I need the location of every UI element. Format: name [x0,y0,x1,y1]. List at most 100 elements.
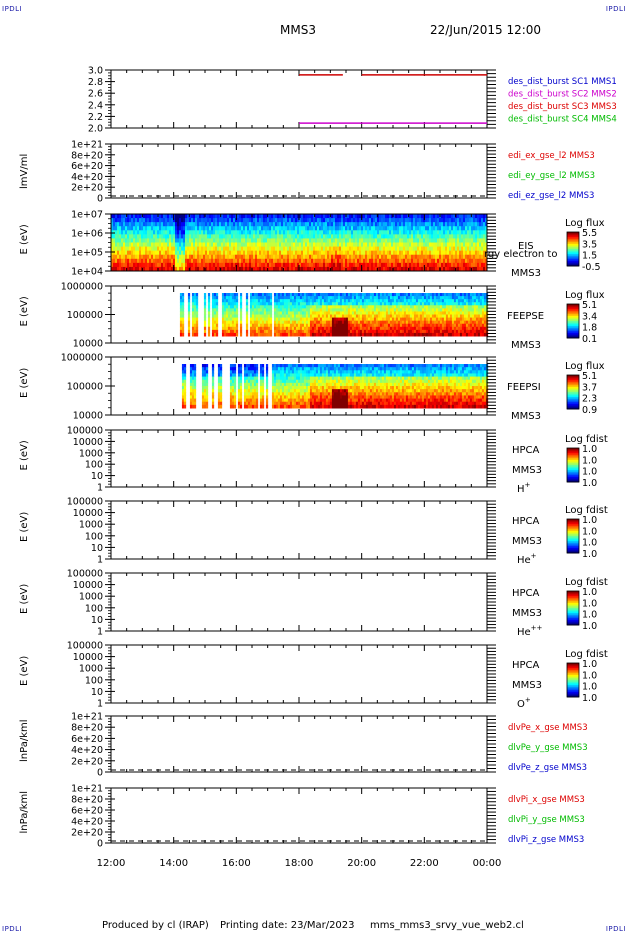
eis-spectrogram-cell [279,262,282,268]
feepse-spectrogram-cell [249,332,253,337]
feepse-spectrogram-cell [459,308,463,312]
feepse-spectrogram-cell [345,305,349,309]
eis-spectrogram-cell [129,262,132,268]
eis-spectrogram-cell [359,218,362,223]
eis-spectrogram-cell [149,258,152,264]
eis-spectrogram-cell [113,262,116,268]
eis-spectrogram-cell [255,234,258,239]
eis-spectrogram-cell [213,234,216,239]
eis-spectrogram-cell [267,262,270,268]
eis-spectrogram-cell [357,238,360,243]
feepse-spectrogram-cell [335,293,339,297]
feepse-spectrogram-cell [329,332,333,337]
eis-spectrogram-cell [271,214,274,219]
eis-spectrogram-cell [443,214,446,219]
feepse-spectrogram-cell [409,326,413,331]
eis-spectrogram-cell [203,218,206,223]
feepse-spectrogram-cell [327,332,331,337]
feepse-spectrogram-cell [467,320,471,325]
feepse-spectrogram-cell [277,311,281,315]
eis-spectrogram-cell [295,222,298,227]
feepse-spectrogram-cell [239,317,243,322]
eis-spectrogram-cell [303,238,306,243]
eis-spectrogram-cell [141,262,144,268]
eis-spectrogram-cell [449,238,452,243]
feepse-spectrogram-cell [321,332,325,337]
feepse-spectrogram-cell [325,308,329,312]
eis-spectrogram-cell [383,234,386,239]
eis-spectrogram-cell [153,250,156,256]
feepse-spectrogram-cell [363,326,367,331]
feepse-spectrogram-cell [391,293,395,297]
feepse-spectrogram-cell [341,320,345,325]
eis-spectrogram-cell [317,238,320,243]
feepse-spectrogram-cell [207,314,211,319]
eis-spectrogram-cell [455,238,458,243]
eis-spectrogram-cell [169,226,172,231]
eis-spectrogram-cell [289,250,292,256]
eis-spectrogram-cell [353,242,356,248]
eis-spectrogram-cell [379,242,382,248]
eis-spectrogram-cell [137,258,140,264]
eis-spectrogram-cell [129,214,132,219]
eis-spectrogram-cell [131,234,134,239]
feepse-spectrogram-cell [349,314,353,319]
eis-spectrogram-cell [203,214,206,219]
eis-spectrogram-cell [299,254,302,260]
eis-spectrogram-cell [391,246,394,252]
eis-spectrogram-cell [463,214,466,219]
eis-spectrogram-cell [279,234,282,239]
feepse-spectrogram-cell [317,317,321,322]
eis-spectrogram-cell [237,250,240,256]
eis-spectrogram-cell [409,234,412,239]
eis-spectrogram-cell [359,226,362,231]
eis-spectrogram-cell [411,266,414,272]
feepse-spectrogram-cell [269,293,273,297]
feepse-spectrogram-cell [251,302,255,306]
feepse-spectrogram-cell [441,326,445,331]
feepse-spectrogram-cell [179,332,183,337]
feepse-spectrogram-cell [195,308,199,312]
eis-spectrogram-cell [399,246,402,252]
eis-spectrogram-cell [295,266,298,272]
eis-spectrogram-cell [117,214,120,219]
eis-spectrogram-cell [249,214,252,219]
eis-spectrogram-cell [209,262,212,268]
eis-spectrogram-cell [121,254,124,260]
feepse-spectrogram-cell [449,323,453,328]
feepse-spectrogram-cell [343,317,347,322]
eis-spectrogram-cell [395,214,398,219]
eis-spectrogram-cell [223,234,226,239]
eis-spectrogram-cell [117,218,120,223]
feepse-spectrogram-cell [453,332,457,337]
eis-spectrogram-cell [191,266,194,272]
eis-spectrogram-cell [239,246,242,252]
feepse-spectrogram-cell [395,326,399,331]
eis-spectrogram-cell [315,222,318,227]
eis-spectrogram-cell [287,238,290,243]
feepse-spectrogram-cell [367,302,371,306]
feepse-spectrogram-cell [267,296,271,300]
eis-spectrogram-cell [177,254,180,260]
eis-spectrogram-cell [393,238,396,243]
feepse-spectrogram-cell [309,302,313,306]
feepse-spectrogram-cell [379,302,383,306]
feepse-spectrogram-cell [203,305,207,309]
eis-spectrogram-cell [321,214,324,219]
eis-spectrogram-cell [383,258,386,264]
eis-spectrogram-cell [463,254,466,260]
eis-y-tick-label: 1e+07 [71,210,103,221]
eis-spectrogram-cell [151,246,154,252]
eis-spectrogram-cell [417,234,420,239]
edi-legend-entry: edi_ex_gse_l2 MMS3 [508,151,595,161]
feepse-spectrogram-cell [349,326,353,331]
eis-spectrogram-cell [433,234,436,239]
eis-spectrogram-cell [275,246,278,252]
feepse-spectrogram-cell [393,305,397,309]
feepse-spectrogram-cell [215,308,219,312]
feepse-spectrogram-cell [291,317,295,322]
eis-spectrogram-cell [237,214,240,219]
eis-spectrogram-cell [413,230,416,235]
eis-spectrogram-cell [365,214,368,219]
eis-spectrogram-cell [223,230,226,235]
